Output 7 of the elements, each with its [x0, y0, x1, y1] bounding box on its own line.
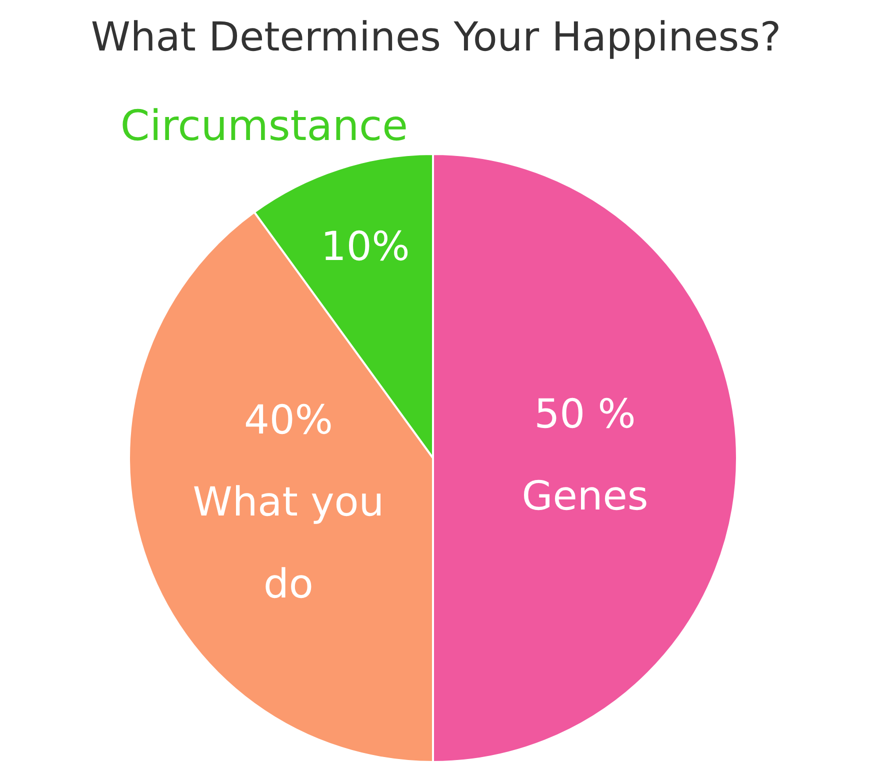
slice-label: Circumstance — [120, 100, 408, 150]
chart-title: What Determines Your Happiness? — [90, 14, 782, 60]
slice-label: Genes — [522, 473, 648, 520]
data-label: 50 % — [534, 391, 636, 438]
data-label: 10% — [320, 224, 410, 270]
slice-label: What you do — [192, 479, 384, 608]
data-label: 40% — [244, 397, 333, 444]
